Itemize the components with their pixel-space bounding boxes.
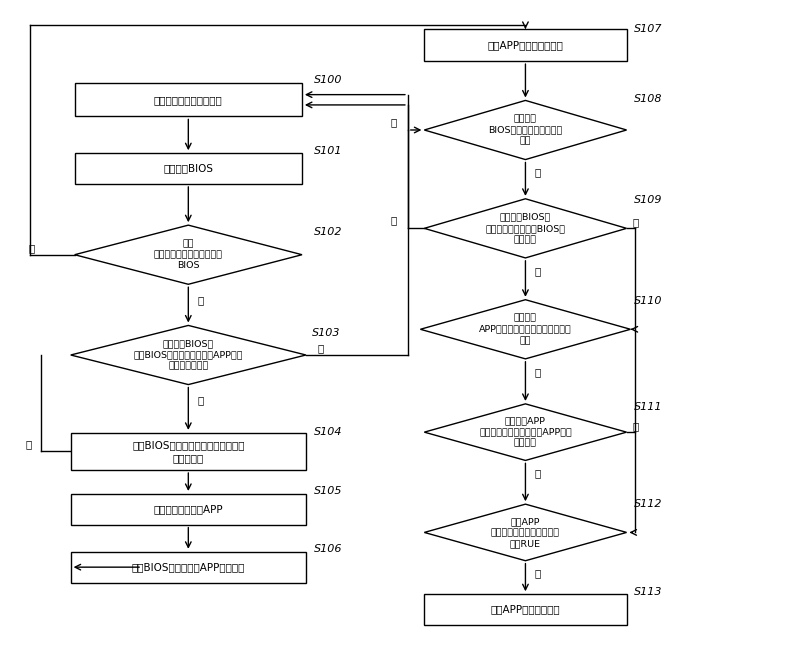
Text: S108: S108 bbox=[634, 94, 662, 104]
Text: 升级扩展BIOS，
检测升级过程中扩展BIOS是
否被破坏: 升级扩展BIOS， 检测升级过程中扩展BIOS是 否被破坏 bbox=[486, 213, 566, 244]
Text: 否: 否 bbox=[535, 569, 541, 579]
Text: 单板APP开始正常运行: 单板APP开始正常运行 bbox=[490, 605, 560, 615]
Bar bbox=[70, 494, 306, 525]
Text: 扩展BIOS跳转到单板APP正常运行: 扩展BIOS跳转到单板APP正常运行 bbox=[132, 562, 245, 572]
Bar bbox=[70, 433, 306, 470]
Text: 是: 是 bbox=[535, 468, 541, 478]
Text: 自动升级修复单板APP: 自动升级修复单板APP bbox=[154, 504, 223, 514]
Text: 是: 是 bbox=[535, 167, 541, 177]
Text: S101: S101 bbox=[314, 146, 342, 155]
Polygon shape bbox=[70, 325, 306, 384]
Text: S109: S109 bbox=[634, 195, 662, 205]
Text: 否: 否 bbox=[535, 266, 541, 276]
Text: S103: S103 bbox=[312, 328, 341, 338]
Text: 选择
跳转路径，是否跳转至扩展
BIOS: 选择 跳转路径，是否跳转至扩展 BIOS bbox=[154, 239, 223, 270]
Polygon shape bbox=[420, 300, 630, 359]
Text: 否: 否 bbox=[633, 217, 639, 227]
Text: 单板APP进行初始化操作: 单板APP进行初始化操作 bbox=[487, 40, 563, 50]
Text: 升级单板APP
版本检测升级过程中单板APP是否
产生异常: 升级单板APP 版本检测升级过程中单板APP是否 产生异常 bbox=[479, 417, 572, 448]
Text: S112: S112 bbox=[634, 499, 662, 509]
Text: 运行基本BIOS: 运行基本BIOS bbox=[163, 163, 214, 174]
Text: S113: S113 bbox=[634, 586, 662, 597]
Text: 是: 是 bbox=[390, 117, 397, 127]
Polygon shape bbox=[424, 404, 626, 461]
Bar bbox=[424, 29, 626, 61]
Text: 运行扩展BIOS，
扩展BIOS运行完毕检测单板APP的完
整性是否被破坏: 运行扩展BIOS， 扩展BIOS运行完毕检测单板APP的完 整性是否被破坏 bbox=[134, 339, 243, 371]
Bar bbox=[74, 153, 302, 184]
Text: 扩展BIOS建立管理通道向主机发起自
动加载请求: 扩展BIOS建立管理通道向主机发起自 动加载请求 bbox=[132, 440, 245, 463]
Bar bbox=[424, 594, 626, 625]
Text: 否: 否 bbox=[28, 243, 34, 253]
Polygon shape bbox=[74, 225, 302, 284]
Text: S107: S107 bbox=[634, 24, 662, 33]
Text: S100: S100 bbox=[314, 75, 342, 85]
Text: S106: S106 bbox=[314, 544, 342, 554]
Text: S104: S104 bbox=[314, 427, 342, 438]
Text: 是: 是 bbox=[198, 396, 204, 405]
Text: 是: 是 bbox=[318, 344, 324, 354]
Text: S111: S111 bbox=[634, 401, 662, 411]
Text: 否: 否 bbox=[390, 216, 397, 226]
Text: S102: S102 bbox=[314, 227, 342, 237]
Polygon shape bbox=[424, 100, 626, 159]
Text: 检测扩展
BIOS是否被破坏或者版本
过低: 检测扩展 BIOS是否被破坏或者版本 过低 bbox=[488, 114, 562, 146]
Text: 检测单板
APP版本的级别，判断该级别是否
过低: 检测单板 APP版本的级别，判断该级别是否 过低 bbox=[479, 314, 572, 345]
Text: 是: 是 bbox=[535, 367, 541, 377]
Bar bbox=[70, 552, 306, 583]
Text: 单板上电或单板复位重启: 单板上电或单板复位重启 bbox=[154, 94, 222, 105]
Bar bbox=[74, 83, 302, 117]
Text: 单板APP
升级完毕判断复位标记是否
为捞RUE: 单板APP 升级完毕判断复位标记是否 为捞RUE bbox=[491, 517, 560, 548]
Text: 是: 是 bbox=[198, 295, 204, 305]
Polygon shape bbox=[424, 504, 626, 561]
Text: S110: S110 bbox=[634, 296, 662, 306]
Text: 否: 否 bbox=[633, 420, 639, 431]
Text: S105: S105 bbox=[314, 487, 342, 497]
Text: 否: 否 bbox=[26, 439, 31, 449]
Polygon shape bbox=[424, 199, 626, 258]
